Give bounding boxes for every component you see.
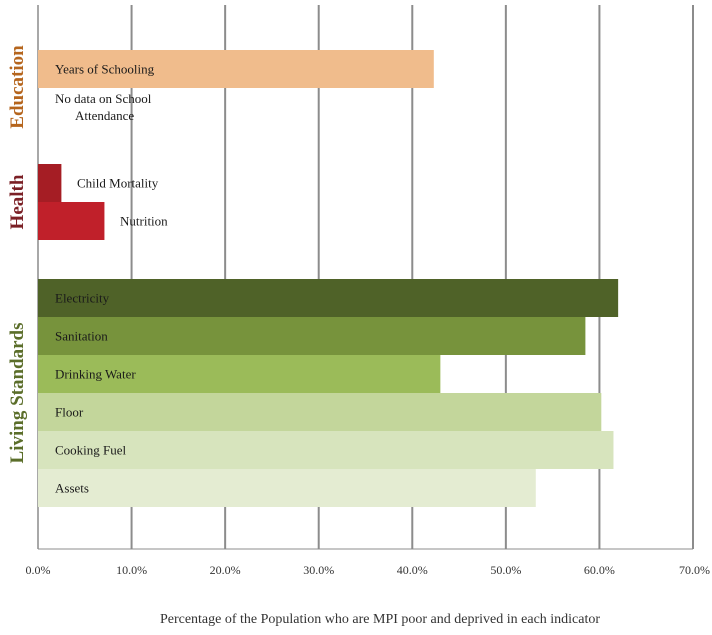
bar bbox=[38, 202, 105, 240]
bar-label: Floor bbox=[55, 405, 84, 420]
x-tick-label: 30.0% bbox=[303, 563, 334, 577]
bar bbox=[38, 279, 619, 317]
bar-label: Years of Schooling bbox=[55, 62, 155, 77]
bar bbox=[38, 355, 441, 393]
bar bbox=[38, 469, 536, 507]
x-tick-label: 0.0% bbox=[26, 563, 51, 577]
bar-label: Drinking Water bbox=[55, 367, 136, 382]
bar bbox=[38, 317, 586, 355]
group-label: Education bbox=[7, 45, 28, 129]
tick-layer: 0.0% 10.0% 20.0% 30.0% 40.0% 50.0% 60.0% 70.0% bbox=[26, 563, 711, 577]
bar-label: Nutrition bbox=[120, 214, 168, 229]
group-label: Health bbox=[7, 174, 28, 229]
x-tick-label: 60.0% bbox=[584, 563, 615, 577]
label-layer: Years of Schooling No data on School Atten… bbox=[55, 62, 168, 496]
bar bbox=[38, 164, 62, 202]
bar-label: Cooking Fuel bbox=[55, 443, 127, 458]
bar-label: Sanitation bbox=[55, 329, 108, 344]
x-axis-title: Percentage of the Population who are MPI… bbox=[160, 612, 600, 627]
x-tick-label: 10.0% bbox=[116, 563, 147, 577]
bar-label: Assets bbox=[55, 481, 89, 496]
bar bbox=[38, 393, 602, 431]
group-layer: Education Health Living Standards bbox=[7, 45, 28, 464]
bar bbox=[38, 50, 434, 88]
group-label: Living Standards bbox=[7, 323, 28, 464]
x-tick-label: 40.0% bbox=[397, 563, 428, 577]
bar-label: Electricity bbox=[55, 291, 110, 306]
bar-layer bbox=[38, 50, 619, 507]
x-tick-label: 20.0% bbox=[210, 563, 241, 577]
x-tick-label: 70.0% bbox=[679, 563, 710, 577]
bar bbox=[38, 431, 614, 469]
grid-layer bbox=[37, 5, 694, 550]
no-data-note: No data on School Attendance bbox=[55, 91, 152, 123]
x-tick-label: 50.0% bbox=[490, 563, 521, 577]
bar-label: Child Mortality bbox=[77, 176, 159, 191]
